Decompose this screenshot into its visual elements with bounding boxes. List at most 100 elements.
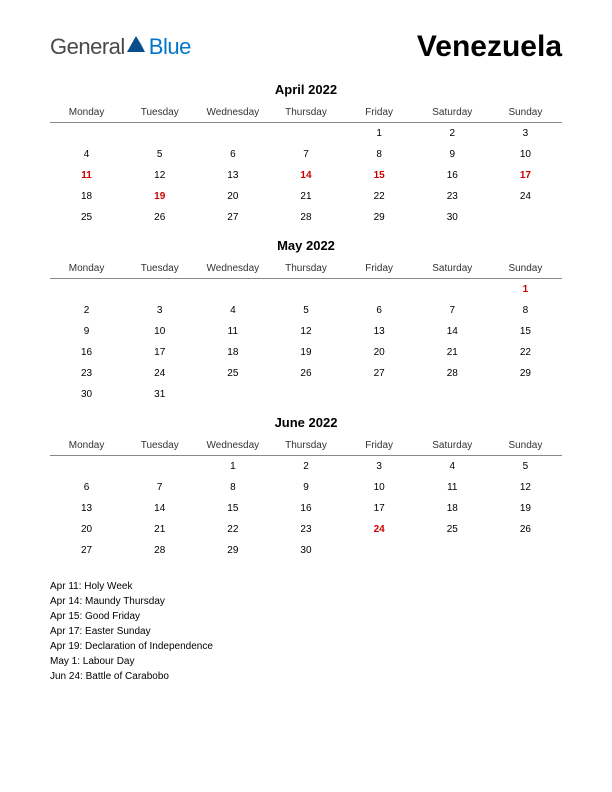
day-cell: 5 <box>269 300 342 321</box>
day-cell: 27 <box>50 540 123 561</box>
logo: General Blue <box>50 34 191 61</box>
day-cell: 18 <box>50 186 123 207</box>
day-cell: 25 <box>50 207 123 228</box>
day-cell: 18 <box>416 498 489 519</box>
day-cell-empty <box>50 123 123 144</box>
day-header: Friday <box>343 103 416 123</box>
day-cell: 21 <box>416 342 489 363</box>
holiday-item: Apr 14: Maundy Thursday <box>50 594 562 609</box>
day-cell: 30 <box>50 384 123 405</box>
day-cell: 23 <box>416 186 489 207</box>
day-cell: 14 <box>416 321 489 342</box>
day-cell-empty <box>123 456 196 477</box>
day-cell: 27 <box>343 363 416 384</box>
day-cell: 12 <box>489 477 562 498</box>
day-cell: 7 <box>269 144 342 165</box>
day-cell-empty <box>196 123 269 144</box>
day-cell: 5 <box>123 144 196 165</box>
day-cell: 2 <box>269 456 342 477</box>
day-cell: 25 <box>196 363 269 384</box>
day-cell: 21 <box>123 519 196 540</box>
day-header: Thursday <box>269 103 342 123</box>
day-cell: 7 <box>416 300 489 321</box>
day-cell: 8 <box>196 477 269 498</box>
day-cell: 13 <box>50 498 123 519</box>
day-cell: 11 <box>416 477 489 498</box>
day-cell: 3 <box>123 300 196 321</box>
day-cell: 26 <box>489 519 562 540</box>
day-cell: 9 <box>269 477 342 498</box>
day-header: Tuesday <box>123 103 196 123</box>
day-cell: 1 <box>343 123 416 144</box>
day-cell: 28 <box>269 207 342 228</box>
day-header: Tuesday <box>123 259 196 279</box>
day-cell-empty <box>196 279 269 300</box>
day-header: Friday <box>343 259 416 279</box>
logo-text-blue: Blue <box>149 34 191 60</box>
day-cell: 12 <box>123 165 196 186</box>
day-header: Monday <box>50 103 123 123</box>
day-cell: 20 <box>343 342 416 363</box>
day-cell: 10 <box>123 321 196 342</box>
day-cell-holiday: 17 <box>489 165 562 186</box>
day-cell-holiday: 1 <box>489 279 562 300</box>
day-header: Tuesday <box>123 436 196 456</box>
day-cell-empty <box>269 123 342 144</box>
day-cell: 26 <box>123 207 196 228</box>
day-cell: 22 <box>196 519 269 540</box>
day-header: Sunday <box>489 103 562 123</box>
day-header: Monday <box>50 259 123 279</box>
day-cell-empty <box>50 279 123 300</box>
day-header: Saturday <box>416 103 489 123</box>
day-header: Sunday <box>489 259 562 279</box>
day-cell: 18 <box>196 342 269 363</box>
day-cell: 6 <box>50 477 123 498</box>
day-cell: 11 <box>196 321 269 342</box>
logo-text-general: General <box>50 34 125 60</box>
day-cell-empty <box>269 279 342 300</box>
day-cell: 16 <box>416 165 489 186</box>
day-cell: 13 <box>343 321 416 342</box>
month-title: May 2022 <box>50 238 562 253</box>
day-cell: 13 <box>196 165 269 186</box>
day-cell-empty <box>416 279 489 300</box>
day-cell: 25 <box>416 519 489 540</box>
logo-triangle-icon <box>125 34 147 61</box>
holiday-item: Apr 15: Good Friday <box>50 609 562 624</box>
day-cell: 6 <box>196 144 269 165</box>
calendar-grid: MondayTuesdayWednesdayThursdayFridaySatu… <box>50 103 562 228</box>
month-title: June 2022 <box>50 415 562 430</box>
day-cell: 23 <box>269 519 342 540</box>
holiday-item: Apr 17: Easter Sunday <box>50 624 562 639</box>
holiday-item: Jun 24: Battle of Carabobo <box>50 669 562 684</box>
day-cell: 1 <box>196 456 269 477</box>
day-cell: 2 <box>50 300 123 321</box>
day-cell: 31 <box>123 384 196 405</box>
day-cell: 5 <box>489 456 562 477</box>
day-cell: 3 <box>343 456 416 477</box>
holiday-item: Apr 19: Declaration of Independence <box>50 639 562 654</box>
day-header: Friday <box>343 436 416 456</box>
day-cell: 20 <box>50 519 123 540</box>
day-cell-holiday: 24 <box>343 519 416 540</box>
day-cell: 4 <box>196 300 269 321</box>
day-cell-holiday: 11 <box>50 165 123 186</box>
day-cell-empty <box>123 123 196 144</box>
day-cell: 4 <box>50 144 123 165</box>
day-cell-holiday: 19 <box>123 186 196 207</box>
day-header: Wednesday <box>196 436 269 456</box>
day-cell: 2 <box>416 123 489 144</box>
day-cell: 26 <box>269 363 342 384</box>
day-cell: 22 <box>343 186 416 207</box>
day-cell: 17 <box>123 342 196 363</box>
day-cell: 19 <box>269 342 342 363</box>
day-cell: 29 <box>343 207 416 228</box>
day-cell: 12 <box>269 321 342 342</box>
day-cell: 6 <box>343 300 416 321</box>
day-header: Thursday <box>269 259 342 279</box>
day-header: Thursday <box>269 436 342 456</box>
holidays-list: Apr 11: Holy WeekApr 14: Maundy Thursday… <box>50 579 562 684</box>
header-row: General Blue Venezuela <box>50 30 562 64</box>
day-cell: 29 <box>489 363 562 384</box>
month-block: June 2022MondayTuesdayWednesdayThursdayF… <box>50 415 562 561</box>
